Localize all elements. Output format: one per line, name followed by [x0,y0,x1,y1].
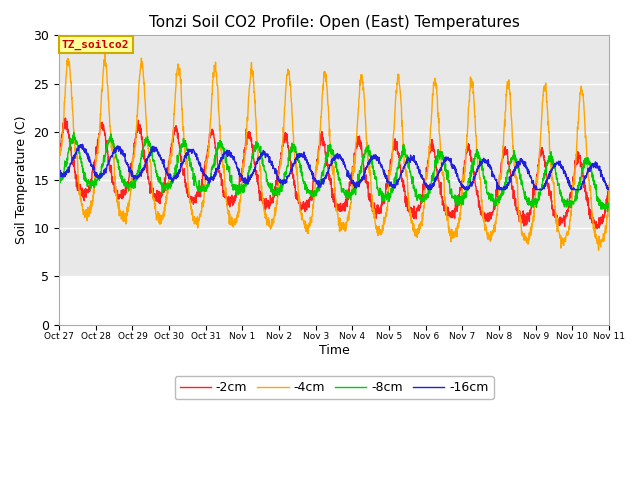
-16cm [572,187,580,192]
-2cm [494,188,502,193]
Legend: -2cm, -4cm, -8cm, -16cm: -2cm, -4cm, -8cm, -16cm [175,376,493,399]
-16cm [209,176,216,182]
-8cm [55,178,63,184]
-8cm [362,149,370,155]
-8cm [605,201,613,207]
-8cm [350,190,358,196]
-4cm [209,77,216,83]
-16cm [605,187,613,192]
-2cm [209,131,216,137]
-8cm [70,130,77,135]
-16cm [362,165,370,170]
-4cm [55,152,63,157]
-16cm [494,183,502,189]
-4cm [572,159,580,165]
-2cm [350,156,358,161]
Text: TZ_soilco2: TZ_soilco2 [62,40,129,50]
-2cm [362,172,370,178]
-4cm [350,162,358,168]
-2cm [572,160,580,166]
-4cm [557,232,564,238]
-8cm [494,199,502,204]
-4cm [101,51,109,57]
Y-axis label: Soil Temperature (C): Soil Temperature (C) [15,116,28,244]
-2cm [61,115,69,121]
-2cm [592,225,600,231]
-8cm [557,192,564,198]
X-axis label: Time: Time [319,344,349,357]
-8cm [604,209,611,215]
-8cm [209,162,216,168]
Line: -8cm: -8cm [59,132,609,212]
Line: -4cm: -4cm [59,54,609,250]
-16cm [426,187,434,192]
Title: Tonzi Soil CO2 Profile: Open (East) Temperatures: Tonzi Soil CO2 Profile: Open (East) Temp… [148,15,520,30]
-16cm [55,168,63,174]
-4cm [595,247,602,253]
Line: -2cm: -2cm [59,118,609,228]
-16cm [79,142,86,147]
-4cm [605,182,613,188]
-8cm [572,196,580,202]
-16cm [350,180,358,185]
-2cm [55,156,63,161]
-2cm [557,215,564,220]
Bar [59,276,609,324]
-4cm [362,127,370,133]
-2cm [605,187,613,193]
Line: -16cm: -16cm [59,144,609,190]
-4cm [494,200,502,206]
-16cm [557,165,564,171]
